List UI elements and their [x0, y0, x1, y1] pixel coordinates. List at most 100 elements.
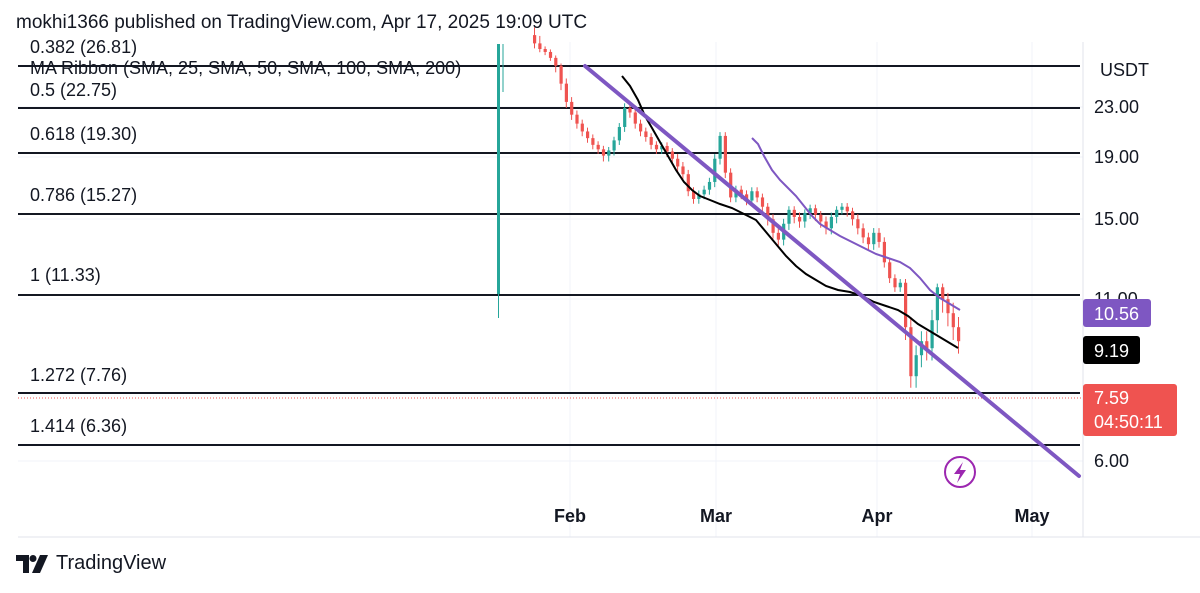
currency-label[interactable]: USDT — [1100, 60, 1149, 80]
candle — [623, 108, 627, 127]
candle — [760, 197, 765, 207]
candle — [713, 158, 717, 182]
candle — [792, 209, 796, 217]
candle — [872, 232, 876, 245]
candle — [644, 131, 648, 138]
candle — [686, 174, 690, 192]
candle — [533, 35, 537, 44]
candle — [665, 145, 669, 152]
candle — [957, 327, 961, 342]
candle — [617, 126, 621, 141]
fib-level-label: 0.786 (15.27) — [30, 185, 137, 205]
candle — [739, 189, 743, 195]
fib-level-label: 0.618 (19.30) — [30, 124, 137, 144]
candle — [819, 214, 823, 222]
candle — [808, 208, 812, 213]
candle — [925, 341, 929, 349]
candle — [904, 282, 908, 328]
candle — [803, 212, 807, 222]
candle — [660, 145, 664, 150]
candle — [787, 209, 791, 224]
candle — [639, 123, 643, 132]
candle — [951, 313, 955, 328]
candle — [601, 149, 606, 156]
x-tick-label: May — [1014, 506, 1049, 526]
fib-level-label: 1 (11.33) — [30, 265, 101, 285]
candle — [824, 221, 828, 229]
candle — [893, 278, 897, 288]
candle — [580, 123, 584, 132]
candle — [681, 166, 685, 175]
candle — [564, 83, 568, 102]
candle — [919, 341, 924, 356]
candle — [718, 135, 722, 159]
lightning-icon[interactable] — [944, 456, 976, 488]
candle — [586, 131, 590, 139]
y-tick-label: 23.00 — [1094, 97, 1139, 117]
ma-ribbon-label: MA Ribbon (SMA, 25, SMA, 50, SMA, 100, S… — [30, 58, 461, 78]
candle — [914, 355, 918, 377]
ma-purple-tag-text: 10.56 — [1094, 304, 1139, 324]
candle — [649, 137, 653, 145]
candle — [755, 191, 759, 198]
candle — [612, 140, 616, 151]
candle — [930, 320, 934, 349]
candle — [596, 144, 600, 150]
ma-ribbon-black-line — [621, 75, 959, 349]
tradingview-brand-text: TradingView — [56, 552, 167, 574]
candle — [591, 138, 595, 145]
downtrend-line — [583, 64, 1081, 478]
candle — [654, 144, 659, 150]
candle — [559, 65, 563, 84]
fib-level-label: 1.272 (7.76) — [30, 365, 127, 385]
fib-level-label: 0.5 (22.75) — [30, 80, 117, 100]
candle — [946, 299, 950, 314]
candle — [882, 241, 886, 263]
candle — [877, 232, 881, 242]
candle — [851, 211, 855, 220]
candle — [935, 287, 939, 321]
candle — [813, 208, 818, 215]
tradingview-footer[interactable]: TradingView — [16, 552, 166, 575]
publish-header: mokhi1366 published on TradingView.com, … — [16, 12, 588, 33]
candle — [888, 262, 892, 279]
candle — [628, 108, 632, 113]
candle — [676, 158, 680, 167]
candle — [745, 194, 749, 201]
candle — [670, 151, 674, 159]
candle — [575, 114, 579, 124]
candle — [548, 51, 553, 58]
candle — [633, 112, 637, 124]
candle — [697, 194, 701, 199]
candle — [835, 209, 839, 217]
last-price-tag — [1083, 384, 1177, 436]
candle — [538, 43, 542, 50]
candle — [554, 57, 558, 66]
x-tick-label: Apr — [862, 506, 893, 526]
last-price-text: 7.59 — [1094, 388, 1129, 408]
candle — [607, 150, 611, 156]
ma-black-tag-text: 9.19 — [1094, 341, 1129, 361]
candle — [861, 228, 865, 238]
candle — [829, 216, 833, 229]
candle — [909, 327, 913, 377]
countdown-text: 04:50:11 — [1094, 412, 1163, 432]
candle — [776, 232, 780, 240]
ma-ribbon-purple-line — [751, 137, 961, 311]
candle — [570, 101, 574, 115]
chart-grid — [18, 42, 1083, 537]
ma-purple-tag — [1083, 299, 1151, 327]
candle — [702, 189, 706, 195]
candle — [856, 219, 860, 229]
candle — [840, 206, 844, 210]
candle — [866, 237, 871, 245]
candle — [692, 191, 696, 199]
fib-retracement — [18, 65, 1080, 446]
candle — [941, 287, 945, 300]
tradingview-logo-icon — [16, 554, 48, 573]
fib-level-label: 0.382 (26.81) — [30, 37, 137, 57]
y-tick-label: 19.00 — [1094, 147, 1139, 167]
candle — [707, 181, 712, 190]
candle — [798, 216, 802, 222]
